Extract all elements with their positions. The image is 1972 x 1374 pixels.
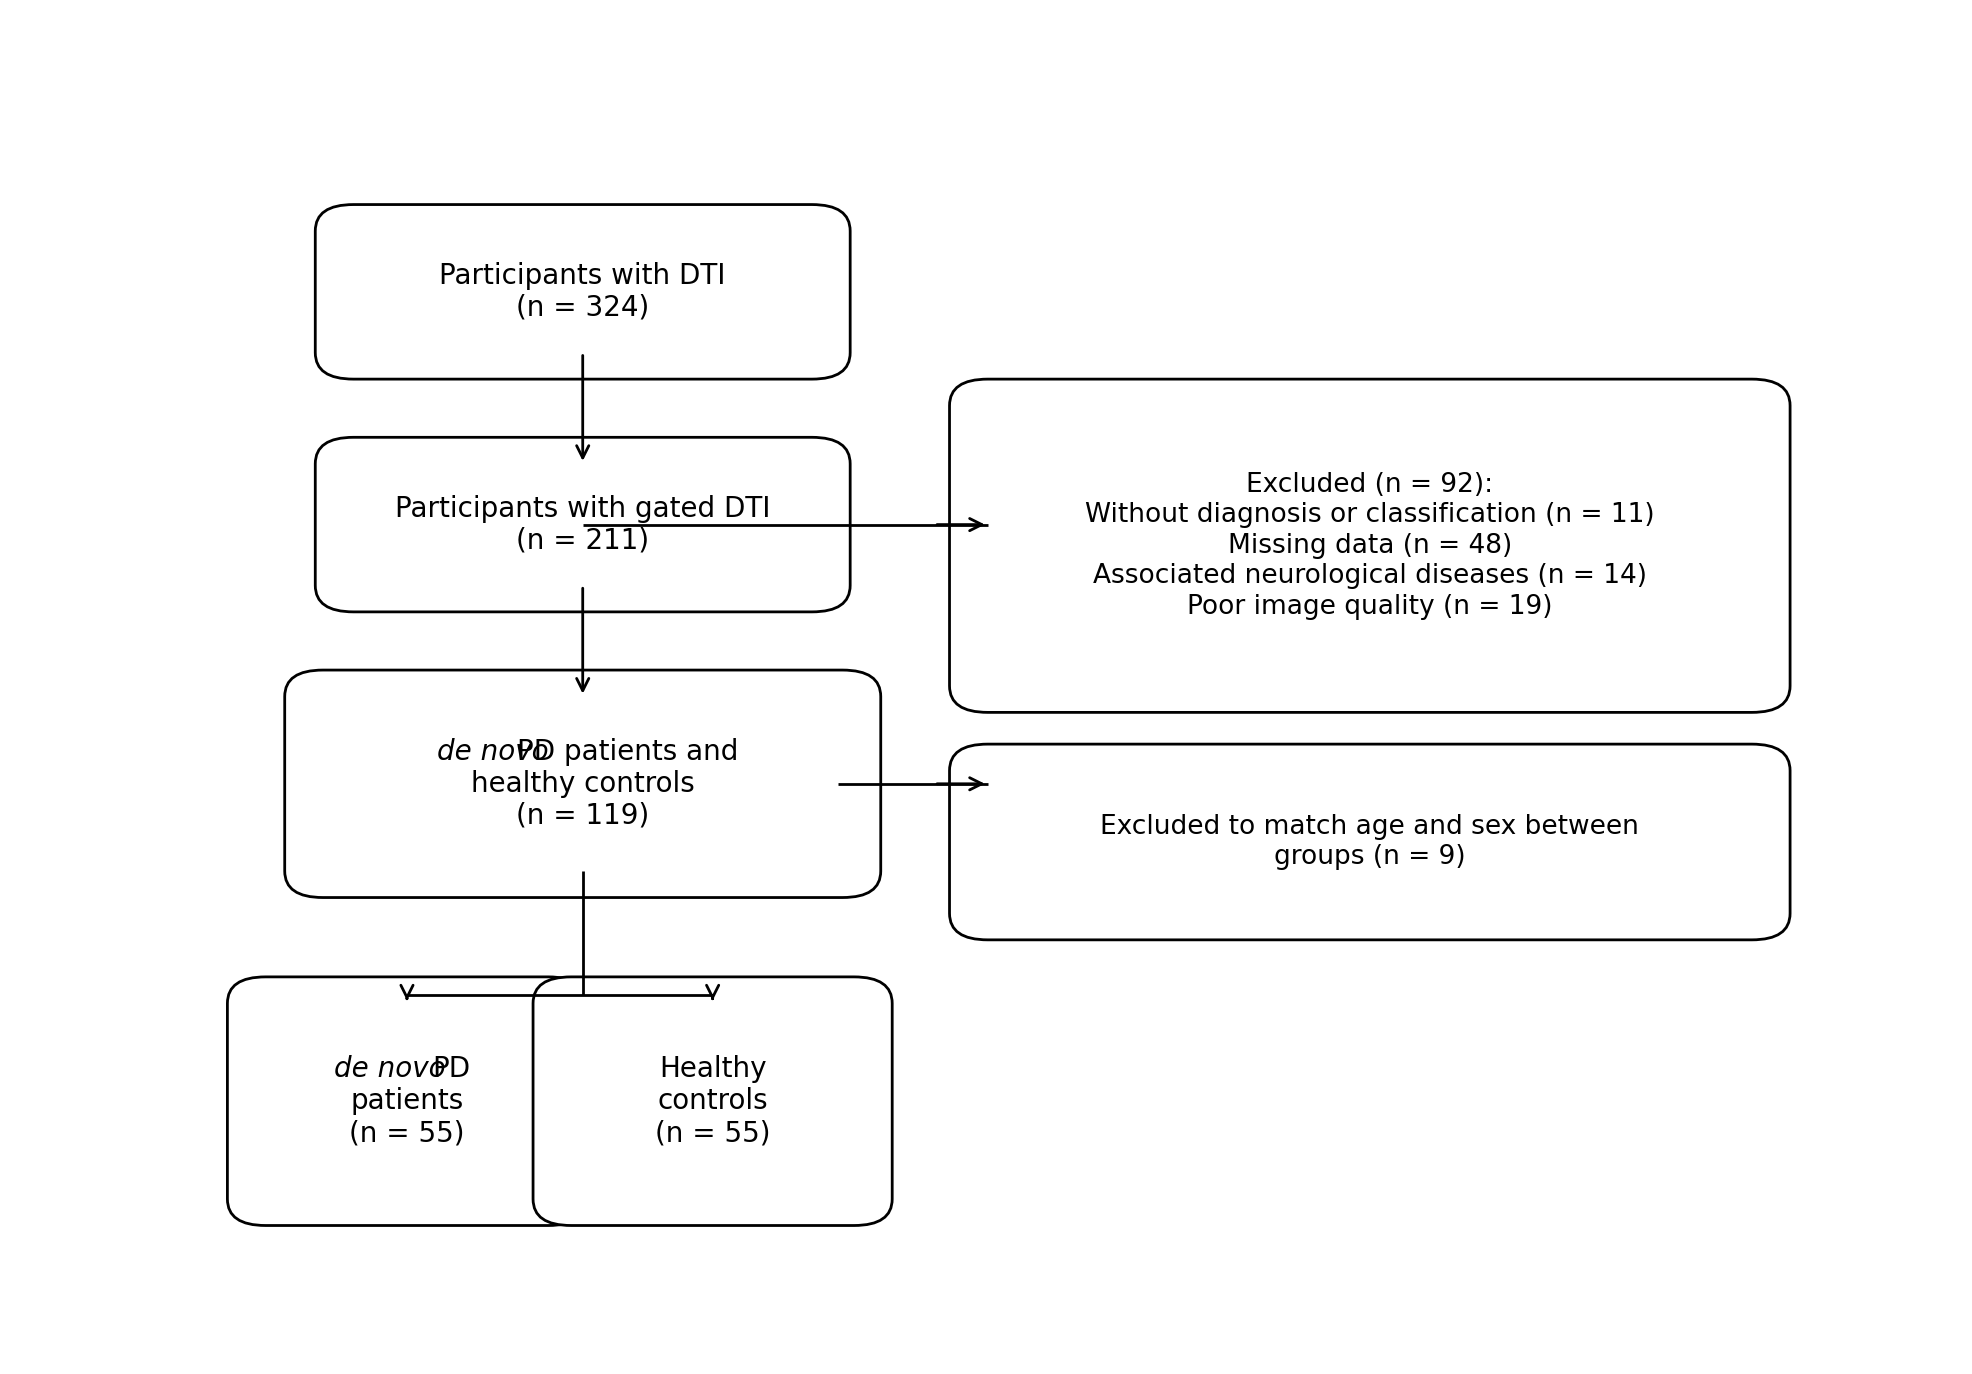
FancyBboxPatch shape bbox=[316, 205, 850, 379]
Text: healthy controls: healthy controls bbox=[471, 769, 694, 798]
Text: Excluded (n = 92):: Excluded (n = 92): bbox=[1246, 471, 1493, 497]
Text: (n = 211): (n = 211) bbox=[517, 526, 649, 555]
Text: (n = 119): (n = 119) bbox=[517, 802, 649, 830]
Text: de novo: de novo bbox=[335, 1055, 446, 1083]
Text: de novo: de novo bbox=[438, 738, 548, 765]
Text: Participants with DTI: Participants with DTI bbox=[440, 262, 726, 290]
FancyBboxPatch shape bbox=[949, 379, 1791, 712]
Text: (n = 55): (n = 55) bbox=[349, 1120, 465, 1147]
Text: PD patients and: PD patients and bbox=[517, 738, 738, 765]
Text: Associated neurological diseases (n = 14): Associated neurological diseases (n = 14… bbox=[1092, 563, 1647, 589]
Text: Excluded to match age and sex between: Excluded to match age and sex between bbox=[1100, 813, 1639, 840]
FancyBboxPatch shape bbox=[949, 745, 1791, 940]
Text: Participants with gated DTI: Participants with gated DTI bbox=[394, 495, 771, 522]
Text: Poor image quality (n = 19): Poor image quality (n = 19) bbox=[1187, 594, 1552, 620]
Text: PD: PD bbox=[432, 1055, 471, 1083]
FancyBboxPatch shape bbox=[532, 977, 891, 1226]
Text: (n = 324): (n = 324) bbox=[517, 294, 649, 322]
FancyBboxPatch shape bbox=[316, 437, 850, 611]
FancyBboxPatch shape bbox=[227, 977, 586, 1226]
Text: (n = 55): (n = 55) bbox=[655, 1120, 771, 1147]
Text: patients: patients bbox=[351, 1087, 463, 1116]
Text: Healthy: Healthy bbox=[659, 1055, 767, 1083]
Text: Without diagnosis or classification (n = 11): Without diagnosis or classification (n =… bbox=[1085, 503, 1655, 528]
Text: Missing data (n = 48): Missing data (n = 48) bbox=[1229, 533, 1513, 559]
Text: controls: controls bbox=[657, 1087, 767, 1116]
Text: groups (n = 9): groups (n = 9) bbox=[1274, 844, 1465, 870]
FancyBboxPatch shape bbox=[284, 671, 881, 897]
